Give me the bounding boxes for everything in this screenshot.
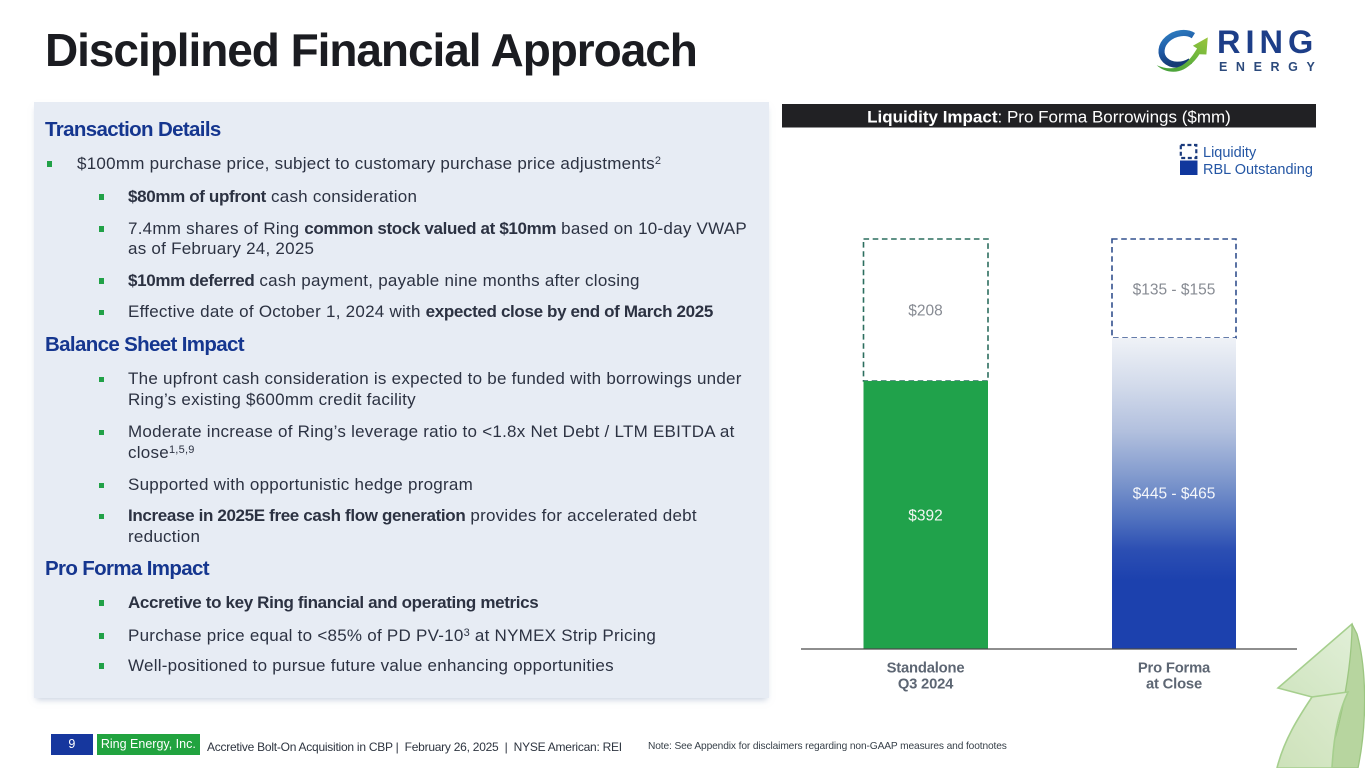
- svg-text:RBL Outstanding: RBL Outstanding: [1203, 162, 1313, 178]
- svg-text:$445 - $465: $445 - $465: [1133, 485, 1216, 502]
- svg-text:$208: $208: [908, 302, 942, 319]
- svg-text:Standalone: Standalone: [887, 661, 965, 677]
- svg-text:Liquidity Impact: Pro Forma Bo: Liquidity Impact: Pro Forma Borrowings (…: [867, 107, 1231, 126]
- svg-text:Pro Forma: Pro Forma: [1138, 661, 1211, 677]
- svg-text:Q3 2024: Q3 2024: [898, 677, 954, 693]
- svg-text:Liquidity: Liquidity: [1203, 145, 1257, 161]
- svg-text:$135 - $155: $135 - $155: [1133, 281, 1216, 298]
- svg-text:at Close: at Close: [1146, 677, 1202, 693]
- svg-text:$392: $392: [908, 507, 942, 524]
